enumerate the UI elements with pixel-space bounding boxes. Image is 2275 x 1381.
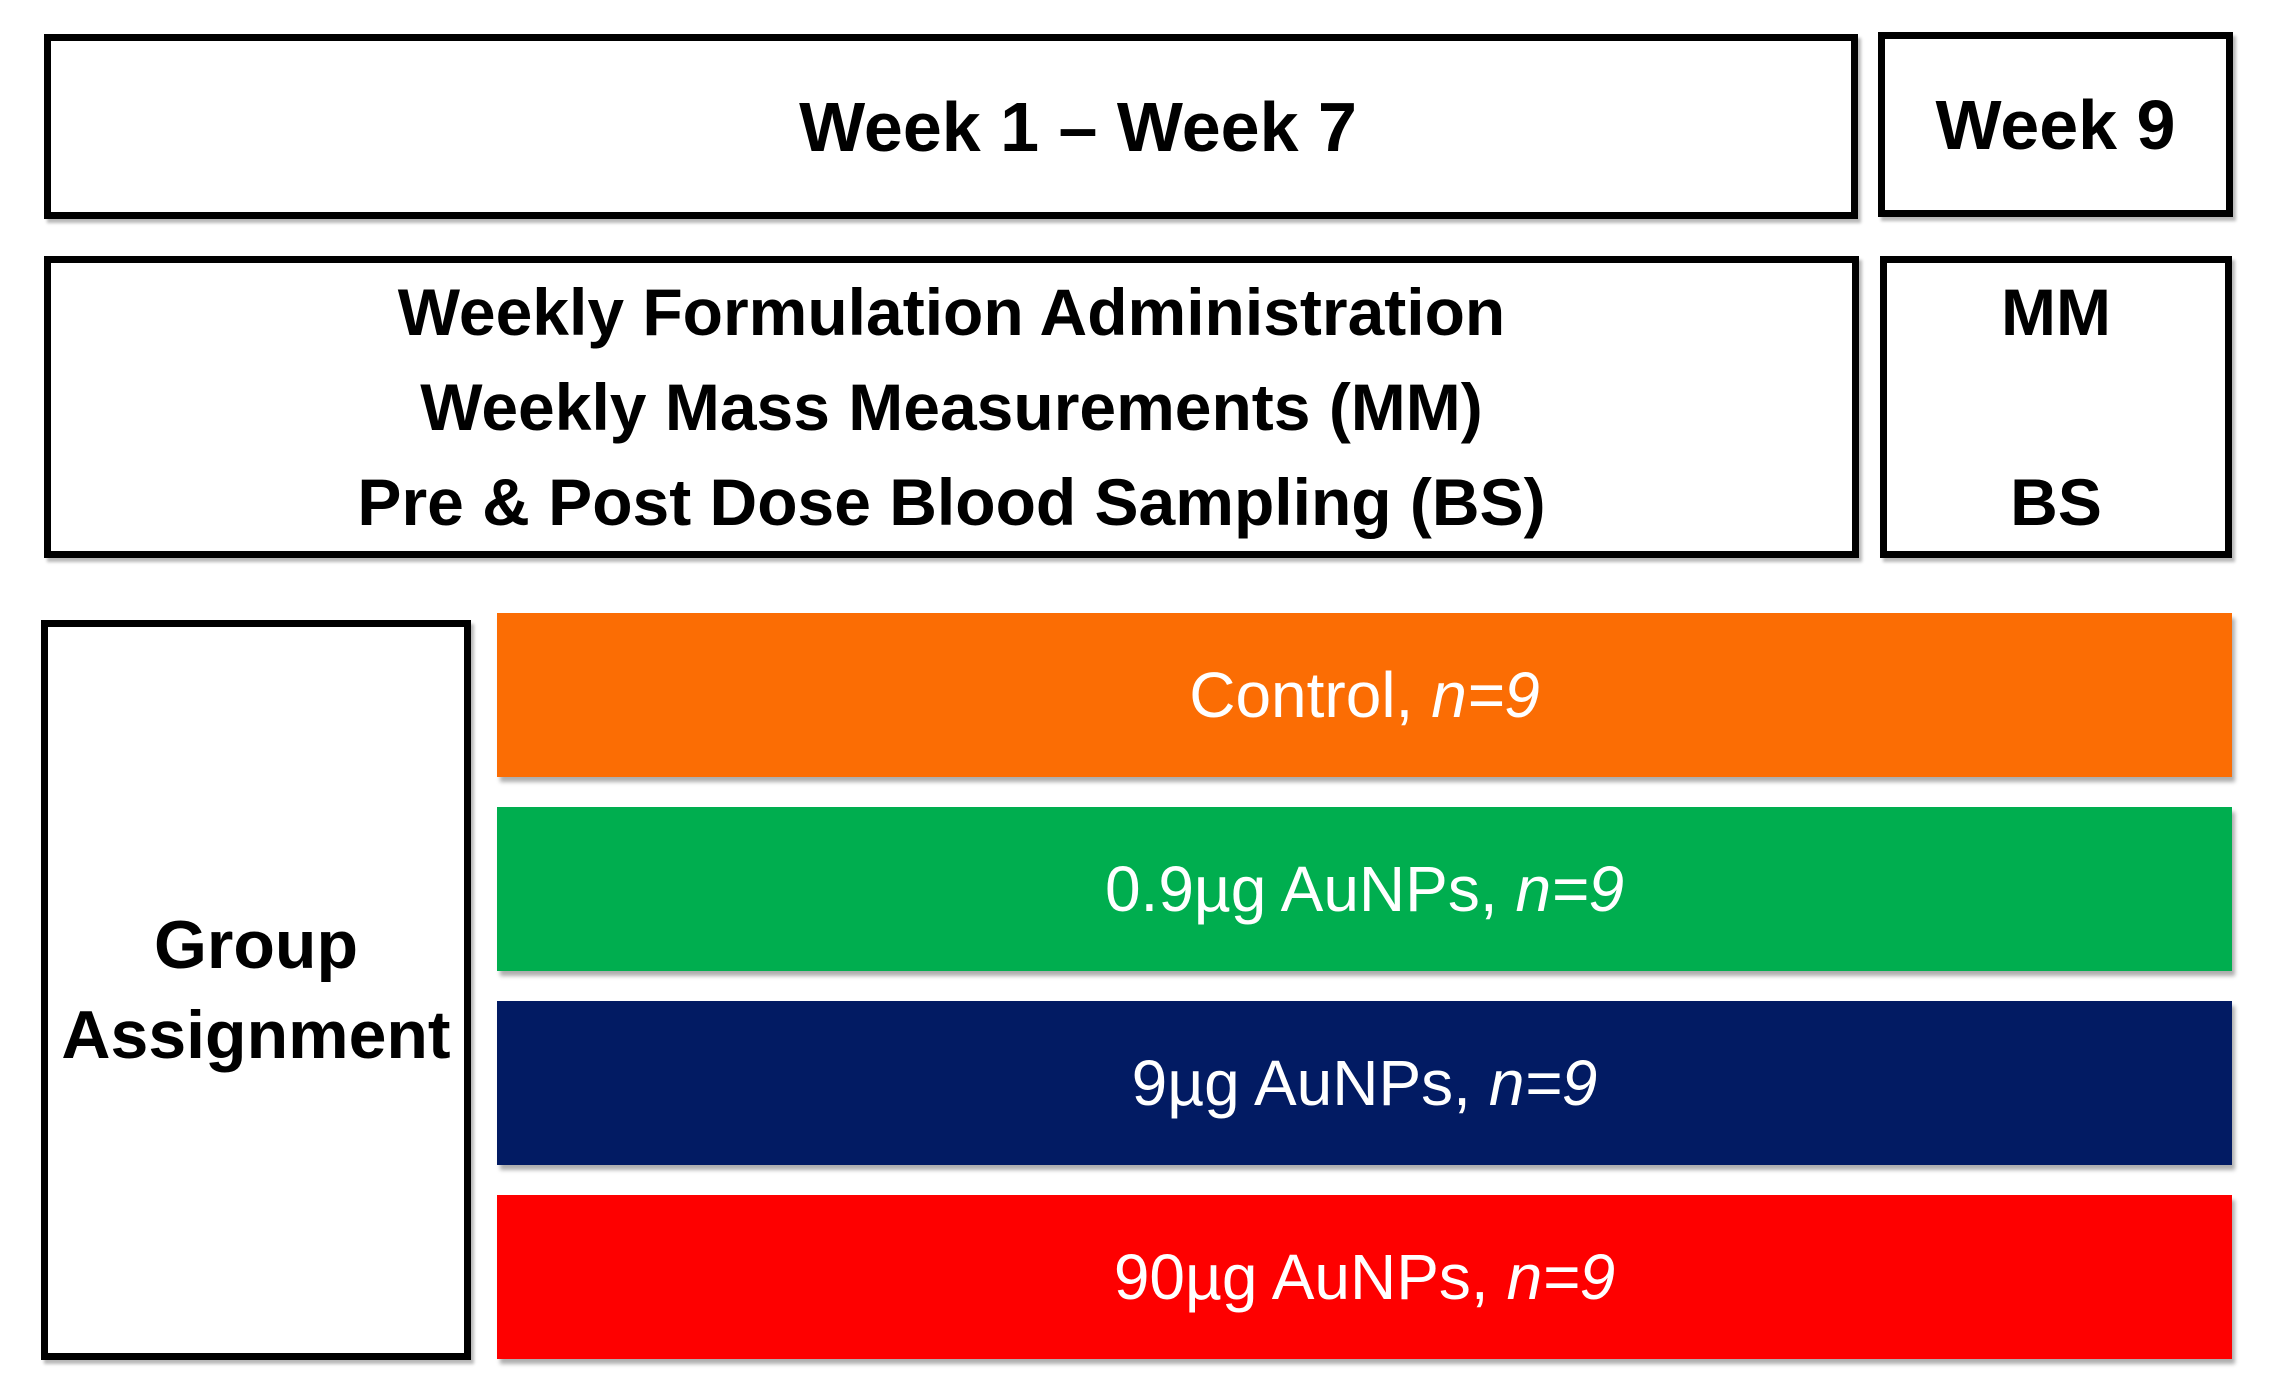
group-bar-control-n-label: n=9 <box>1431 659 1540 731</box>
week9-box: Week 9 <box>1878 32 2233 217</box>
group-bar-0-9ug-aunps: 0.9µg AuNPs, n=9 <box>497 807 2232 971</box>
group-assignment-label-line1: Group <box>154 907 358 983</box>
week-range-label: Week 1 – Week 7 <box>799 87 1357 166</box>
group-bar-control: Control, n=9 <box>497 613 2232 777</box>
group-bar-0-9ug-n-label: n=9 <box>1515 853 1625 925</box>
activity-blood-sampling-label: Pre & Post Dose Blood Sampling (BS) <box>357 464 1546 539</box>
group-bar-90ug-label: 90µg AuNPs, <box>1113 1241 1489 1313</box>
group-bar-0-9ug-label: 0.9µg AuNPs, <box>1104 853 1498 925</box>
activity-mass-measurement-label: Weekly Mass Measurements (MM) <box>420 369 1483 444</box>
week9-mm-label: MM <box>2001 274 2111 349</box>
week9-activities-box: MM BS <box>1880 256 2232 558</box>
group-bar-90ug-n-label: n=9 <box>1506 1241 1616 1313</box>
group-assignment-label-line2: Assignment <box>61 997 451 1073</box>
group-bar-9ug-aunps: 9µg AuNPs, n=9 <box>497 1001 2232 1165</box>
week-range-box: Week 1 – Week 7 <box>44 34 1858 219</box>
group-bar-90ug-aunps: 90µg AuNPs, n=9 <box>497 1195 2232 1359</box>
week9-label: Week 9 <box>1935 85 2176 164</box>
week9-bs-label: BS <box>2010 464 2102 539</box>
group-bar-9ug-label: 9µg AuNPs, <box>1131 1047 1471 1119</box>
group-assignment-box: Group Assignment <box>41 620 471 1360</box>
group-bar-9ug-n-label: n=9 <box>1488 1047 1598 1119</box>
group-bar-control-label: Control, <box>1189 659 1414 731</box>
activity-formulation-label: Weekly Formulation Administration <box>397 274 1506 349</box>
weekly-activities-box: Weekly Formulation Administration Weekly… <box>44 256 1859 558</box>
